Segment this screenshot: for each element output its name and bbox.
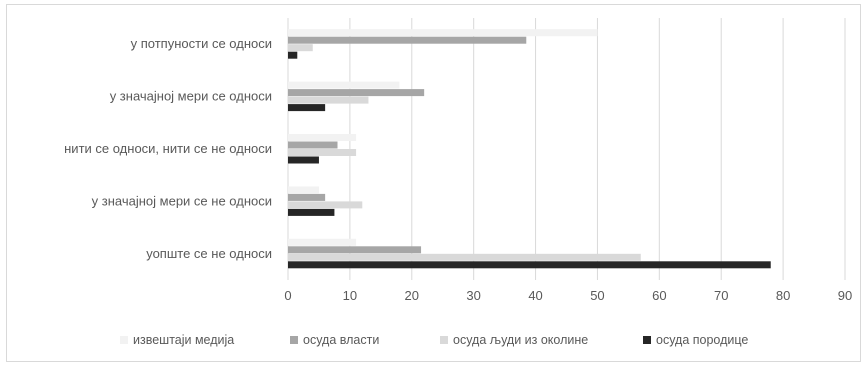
category-label: уопште се не односи [146,246,272,261]
legend-label: осуда људи из околине [453,333,588,347]
bar [288,253,641,261]
bar [288,246,422,254]
bar [288,193,326,201]
bar [288,141,338,149]
legend-swatch [290,336,298,344]
bar [288,81,400,89]
bar [288,51,298,59]
x-tick-label: 0 [284,288,291,303]
x-tick-label: 60 [652,288,666,303]
x-tick-label: 70 [714,288,728,303]
category-label: у потпуности се односи [131,36,272,51]
bar [288,44,313,52]
x-tick-label: 30 [466,288,480,303]
bar [288,261,771,269]
category-label: у значајној мери се не односи [92,193,272,208]
legend-swatch [120,336,128,344]
chart-frame [6,4,861,362]
bar [288,149,357,156]
bar [288,134,357,141]
bar [288,156,319,164]
gridlines [287,18,846,280]
bar [288,89,425,97]
legend-label: осуда породице [656,333,748,347]
bar [288,104,326,112]
x-tick-label: 40 [528,288,542,303]
legend-swatch [440,336,448,344]
bar [288,238,357,246]
legend-swatch [643,336,651,344]
bar [288,201,363,209]
bar [288,36,527,44]
x-axis-ticks: 0 10 20 30 40 50 60 70 80 90 [284,288,852,303]
x-tick-label: 90 [838,288,852,303]
legend-label: осуда власти [303,333,379,347]
category-label: нити се односи, нити се не односи [64,141,272,156]
bar [288,186,319,194]
legend-label: извештаји медија [133,333,234,347]
bar [288,96,369,104]
bars [288,29,771,269]
category-label: у значајној мери се односи [110,89,272,104]
x-tick-label: 10 [343,288,357,303]
bar [288,208,335,216]
legend: извештаји медија осуда власти осуда људи и… [120,333,748,347]
x-tick-label: 20 [405,288,419,303]
bar [288,29,598,37]
category-labels: у потпуности се односи у значајној мери с… [64,36,272,261]
x-tick-label: 80 [776,288,790,303]
x-tick-label: 50 [590,288,604,303]
